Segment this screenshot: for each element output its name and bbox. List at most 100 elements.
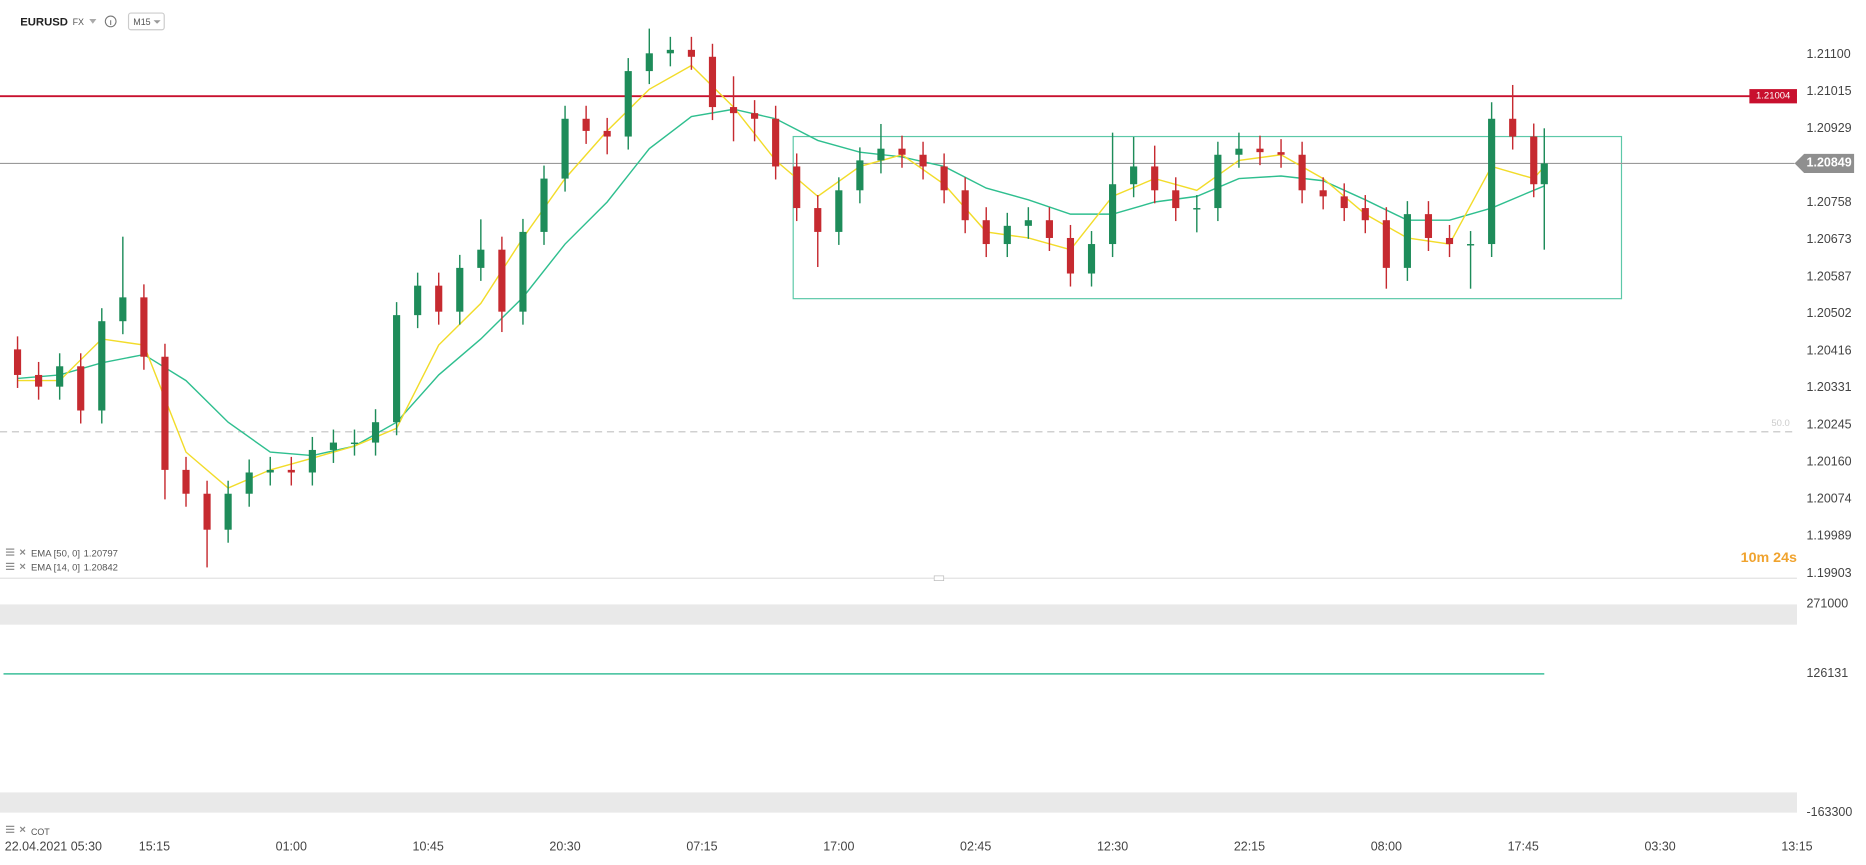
resize-handle[interactable] bbox=[933, 575, 945, 581]
y-tick-label: 1.20502 bbox=[1806, 306, 1851, 320]
range-box bbox=[792, 135, 1623, 300]
candle-body bbox=[224, 493, 232, 530]
x-tick-label: 20:30 bbox=[549, 839, 580, 853]
x-tick-label: 17:00 bbox=[823, 839, 854, 853]
candle-body bbox=[119, 297, 127, 322]
x-tick-label: 13:15 bbox=[1781, 839, 1812, 853]
candle-body bbox=[1130, 166, 1138, 185]
symbol[interactable]: EURUSD bbox=[20, 17, 68, 29]
y-tick-label: 1.20758 bbox=[1806, 195, 1851, 209]
x-tick-label: 22:15 bbox=[1234, 839, 1265, 853]
candle-body bbox=[1277, 152, 1285, 155]
x-tick-label: 17:45 bbox=[1508, 839, 1539, 853]
candle-body bbox=[919, 154, 927, 167]
interval[interactable]: M15 bbox=[133, 17, 150, 27]
candle-body bbox=[329, 442, 337, 450]
price-level-label: 1.21004 bbox=[1756, 91, 1790, 102]
x-tick-label: 22.04.2021 05:30 bbox=[5, 839, 102, 853]
info-icon[interactable] bbox=[104, 15, 117, 28]
candle-body bbox=[561, 118, 569, 179]
y-tick-label: 1.21015 bbox=[1806, 84, 1851, 98]
candle-body bbox=[751, 113, 759, 119]
candle-body bbox=[835, 190, 843, 232]
y-tick-label: 1.20929 bbox=[1806, 121, 1851, 135]
candle-body bbox=[393, 315, 401, 423]
candle-body bbox=[687, 49, 695, 57]
candle-body bbox=[350, 442, 359, 445]
candle-body bbox=[1361, 208, 1369, 221]
candle-body bbox=[1530, 136, 1538, 185]
candle-body bbox=[1382, 220, 1390, 268]
market: FX bbox=[73, 17, 84, 27]
x-tick-label: 03:30 bbox=[1644, 839, 1675, 853]
indicator-label: COT bbox=[31, 827, 50, 837]
candle-body bbox=[1066, 237, 1075, 274]
ema-legend: EMA [50, 0] 1.20797 bbox=[31, 548, 118, 559]
candle-body bbox=[856, 160, 864, 191]
dropdown-icon[interactable] bbox=[89, 19, 97, 24]
interval-box[interactable] bbox=[127, 12, 165, 31]
candle-body bbox=[477, 249, 485, 268]
candle-body bbox=[814, 208, 822, 232]
candle-body bbox=[266, 469, 274, 473]
candle-body bbox=[1540, 163, 1548, 185]
candle-body bbox=[1424, 214, 1433, 238]
candle-body bbox=[666, 49, 674, 54]
candle-body bbox=[371, 422, 380, 443]
x-tick-label: 12:30 bbox=[1097, 839, 1128, 853]
candle-body bbox=[308, 449, 316, 473]
x-tick-label: 07:15 bbox=[686, 839, 717, 853]
y-tick-label: 1.20074 bbox=[1806, 492, 1851, 506]
candle-body bbox=[1151, 166, 1159, 191]
y-tick-label: 271000 bbox=[1806, 597, 1848, 611]
candle-body bbox=[1340, 196, 1348, 209]
candle-body bbox=[1045, 220, 1053, 238]
candle-body bbox=[645, 53, 653, 72]
candle-body bbox=[961, 190, 969, 221]
price-level-tag bbox=[1749, 89, 1797, 104]
candle-body bbox=[35, 374, 43, 387]
dashed-level-label: 50.0 bbox=[1771, 418, 1790, 429]
candle-body bbox=[140, 297, 148, 357]
x-tick-label: 15:15 bbox=[139, 839, 170, 853]
candle-body bbox=[498, 249, 506, 312]
y-tick-label: 1.20160 bbox=[1806, 454, 1851, 468]
y-tick-label: 126131 bbox=[1806, 666, 1848, 680]
candle-body bbox=[1445, 237, 1454, 245]
candle-body bbox=[898, 148, 906, 155]
candle-body bbox=[456, 267, 464, 312]
candle-body bbox=[877, 148, 885, 161]
y-tick-label: 1.21100 bbox=[1806, 47, 1850, 61]
candle-body bbox=[245, 472, 253, 494]
candle-body bbox=[540, 178, 548, 232]
candle-body bbox=[1235, 148, 1243, 155]
ema-legend-value: 1.20842 bbox=[84, 562, 118, 573]
candle-body bbox=[793, 166, 801, 209]
y-tick-label: 1.20331 bbox=[1806, 380, 1851, 394]
candle-body bbox=[1172, 190, 1180, 209]
candle-body bbox=[1003, 225, 1011, 245]
candle-body bbox=[1109, 184, 1117, 245]
ema-legend: EMA [14, 0] 1.20842 bbox=[31, 562, 118, 573]
candle-body bbox=[708, 56, 717, 108]
candle-body bbox=[161, 356, 169, 470]
candle-body bbox=[435, 285, 443, 312]
candle-body bbox=[77, 366, 85, 411]
candle-body bbox=[729, 107, 738, 114]
candle-body bbox=[287, 469, 295, 473]
candle-body bbox=[203, 493, 211, 530]
y-tick-label: 1.20673 bbox=[1806, 232, 1851, 246]
candle-body bbox=[1193, 208, 1201, 210]
y-tick-label: -163300 bbox=[1806, 805, 1852, 819]
candle-body bbox=[56, 366, 64, 387]
candle-body bbox=[13, 349, 22, 375]
x-tick-label: 01:00 bbox=[276, 839, 307, 853]
legend-icons bbox=[5, 548, 26, 833]
candle-body bbox=[414, 285, 422, 316]
y-tick-label: 1.20245 bbox=[1806, 418, 1851, 432]
candle-body bbox=[98, 321, 106, 411]
candle-body bbox=[519, 231, 527, 312]
candle-body bbox=[1214, 154, 1222, 209]
